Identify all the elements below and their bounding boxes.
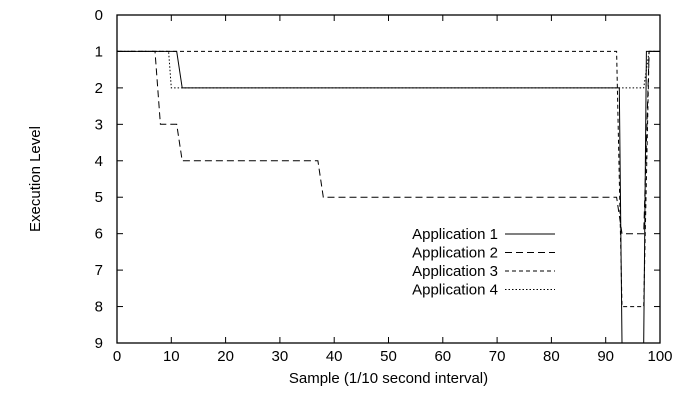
x-tick-label: 20	[217, 348, 234, 365]
legend-label-4: Application 4	[412, 282, 498, 299]
y-tick-label: 9	[95, 335, 103, 352]
x-tick-label: 40	[326, 348, 343, 365]
series-layer	[117, 50, 660, 344]
x-tick-label: 50	[380, 348, 397, 365]
x-tick-label: 30	[272, 348, 289, 365]
x-tick-label: 70	[489, 348, 506, 365]
x-tick-label: 60	[434, 348, 451, 365]
series-line-4	[117, 50, 660, 89]
x-tick-label: 80	[543, 348, 560, 365]
legend-label-3: Application 3	[412, 263, 498, 280]
y-tick-label: 7	[95, 262, 103, 279]
y-tick-label: 2	[95, 80, 103, 97]
series-line-1	[117, 50, 660, 344]
y-tick-label: 4	[95, 153, 103, 170]
y-tick-label: 0	[95, 7, 103, 24]
y-tick-label: 5	[95, 189, 103, 206]
series-line-3	[117, 50, 660, 308]
x-axis-title: Sample (1/10 second interval)	[289, 370, 488, 387]
legend-label-1: Application 1	[412, 226, 498, 243]
y-tick-label: 3	[95, 116, 103, 133]
y-tick-label: 1	[95, 43, 103, 60]
y-axis-title: Execution Level	[27, 126, 44, 232]
x-tick-label: 10	[163, 348, 180, 365]
plot-frame	[116, 14, 661, 344]
legend-label-2: Application 2	[412, 245, 498, 262]
axes-layer: 0 10 20 30 40 50 60 70 80 90 100 0 1 2 3 4 5 6 7 8 9	[95, 7, 673, 365]
y-tick-label: 6	[95, 226, 103, 243]
x-tick-label: 100	[647, 348, 672, 365]
y-tick-label: 8	[95, 299, 103, 316]
series-line-2	[117, 50, 660, 235]
x-tick-label: 0	[113, 348, 121, 365]
x-tick-label: 90	[597, 348, 614, 365]
